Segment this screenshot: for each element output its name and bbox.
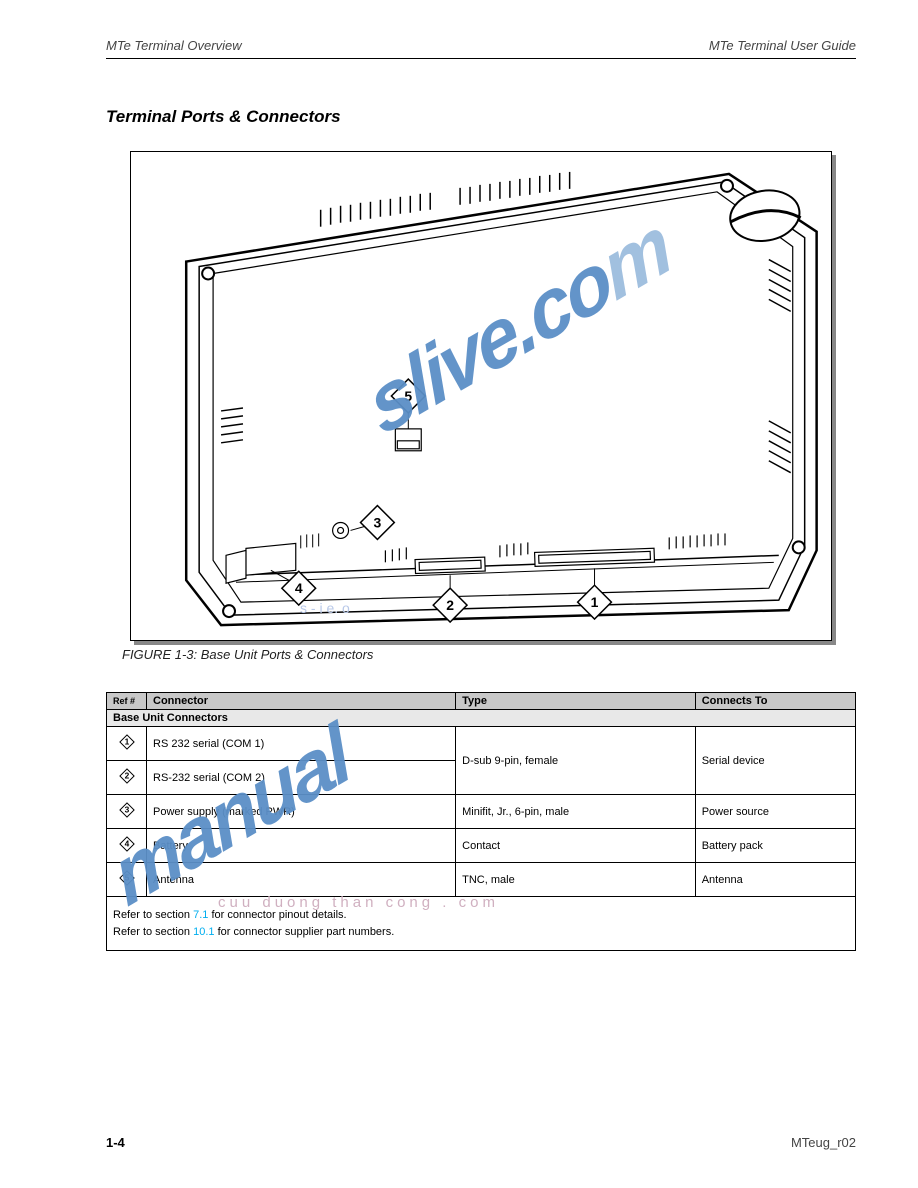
callout-icon: 5 <box>117 868 137 888</box>
cell-connector: Antenna <box>147 863 456 897</box>
table-header-ref: Ref # <box>107 693 147 710</box>
svg-text:5: 5 <box>404 388 412 404</box>
note-text: Refer to section <box>113 909 193 921</box>
note-link[interactable]: 10.1 <box>193 926 214 938</box>
header-section-title: MTe Terminal Overview <box>106 38 242 53</box>
svg-text:5: 5 <box>124 873 129 883</box>
note-text: Refer to section <box>113 926 193 938</box>
svg-text:3: 3 <box>124 805 129 815</box>
table-row: 1 RS 232 serial (COM 1) D-sub 9-pin, fem… <box>107 727 856 761</box>
table-header-type: Type <box>456 693 696 710</box>
table-row: 4 Battery Contact Battery pack <box>107 829 856 863</box>
header-doc-title: MTe Terminal User Guide <box>709 38 856 53</box>
svg-text:1: 1 <box>124 737 129 747</box>
cell-connector: RS-232 serial (COM 2) <box>147 761 456 795</box>
callout-icon: 1 <box>117 732 137 752</box>
cell-connector: Battery <box>147 829 456 863</box>
doc-id: MTeug_r02 <box>791 1135 856 1150</box>
page-number: 1-4 <box>106 1135 125 1150</box>
table-header-connector: Connector <box>147 693 456 710</box>
note-text: for connector supplier part numbers. <box>215 926 395 938</box>
section-title: Terminal Ports & Connectors <box>106 107 856 127</box>
connectors-table: Ref # Connector Type Connects To Base Un… <box>106 692 856 951</box>
figure-container: 5 3 4 2 <box>130 151 832 641</box>
watermark-small: cuu duong than cong . com <box>218 894 499 911</box>
table-subheader: Base Unit Connectors <box>107 710 856 727</box>
cell-type: D-sub 9-pin, female <box>456 727 696 795</box>
cell-connects: Antenna <box>695 863 855 897</box>
svg-text:4: 4 <box>124 839 129 849</box>
callout-icon: 4 <box>117 834 137 854</box>
cell-connects: Serial device <box>695 727 855 795</box>
callout-icon: 3 <box>117 800 137 820</box>
cell-type: Contact <box>456 829 696 863</box>
callout-icon: 2 <box>117 766 137 786</box>
cell-connector: Power supply (marked PWR) <box>147 795 456 829</box>
cell-type: Minifit, Jr., 6-pin, male <box>456 795 696 829</box>
page-header: MTe Terminal Overview MTe Terminal User … <box>106 38 856 59</box>
figure-caption: FIGURE 1-3: Base Unit Ports & Connectors <box>122 647 856 662</box>
svg-text:3: 3 <box>374 514 382 530</box>
table-row: 5 Antenna TNC, male Antenna <box>107 863 856 897</box>
page: MTe Terminal Overview MTe Terminal User … <box>0 0 918 989</box>
svg-text:4: 4 <box>295 580 303 596</box>
svg-text:2: 2 <box>446 597 454 613</box>
table-row: 3 Power supply (marked PWR) Minifit, Jr.… <box>107 795 856 829</box>
cell-connector: RS 232 serial (COM 1) <box>147 727 456 761</box>
svg-text:2: 2 <box>124 771 129 781</box>
table-header-connects: Connects To <box>695 693 855 710</box>
cell-connects: Power source <box>695 795 855 829</box>
note-link[interactable]: 7.1 <box>193 909 208 921</box>
watermark-small: s - i e. o <box>300 600 350 616</box>
svg-text:1: 1 <box>591 594 599 610</box>
device-diagram: 5 3 4 2 <box>131 152 831 640</box>
cell-type: TNC, male <box>456 863 696 897</box>
cell-connects: Battery pack <box>695 829 855 863</box>
